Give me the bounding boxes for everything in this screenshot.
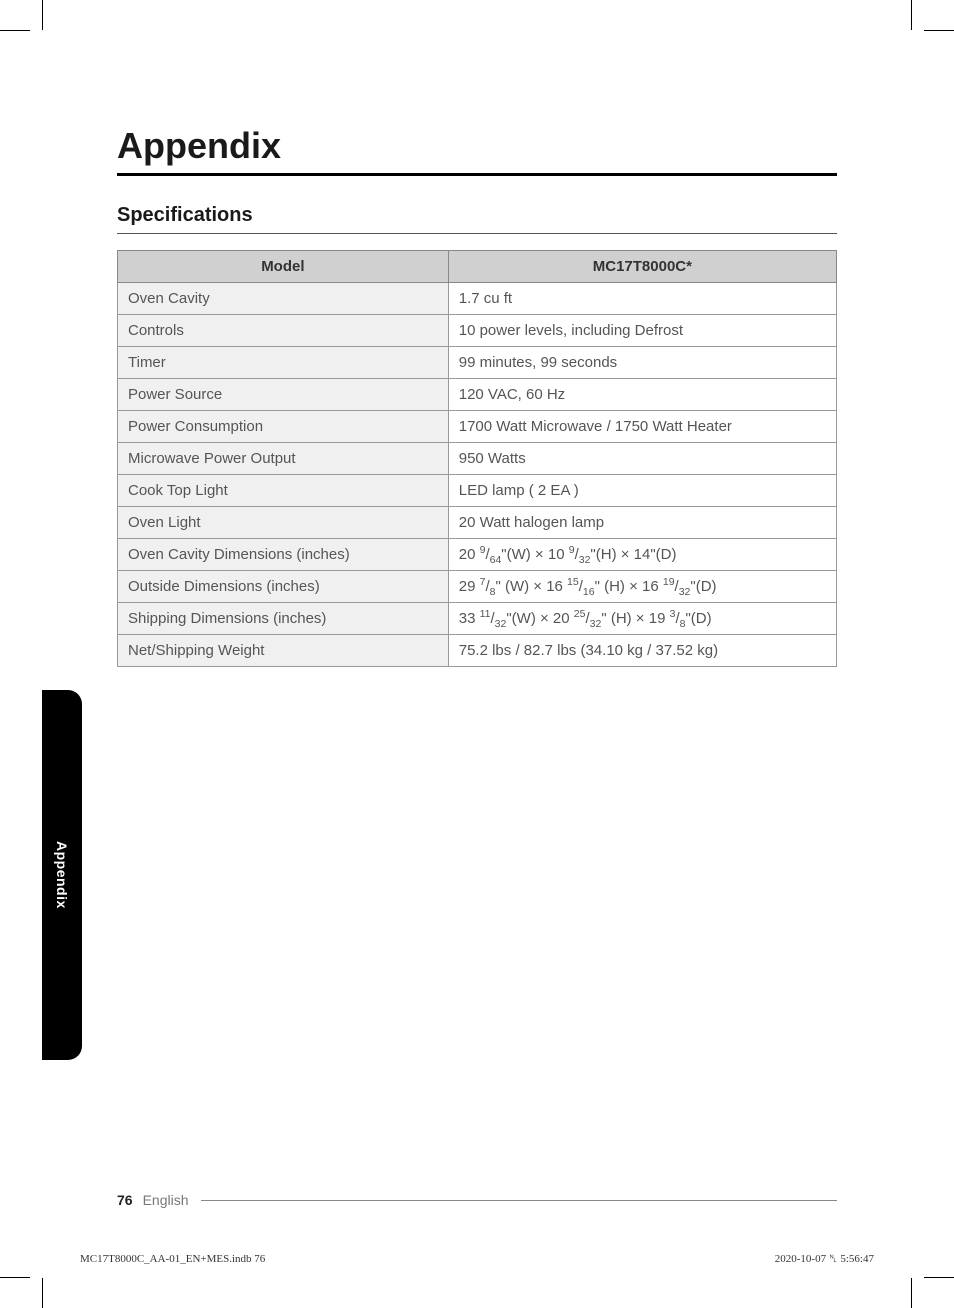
spec-label: Power Source — [118, 379, 449, 411]
table-row: Net/Shipping Weight75.2 lbs / 82.7 lbs (… — [118, 635, 837, 667]
page-title: Appendix — [117, 125, 837, 176]
table-row: Power Consumption1700 Watt Microwave / 1… — [118, 411, 837, 443]
table-row: Oven Cavity1.7 cu ft — [118, 283, 837, 315]
table-header-model: Model — [118, 251, 449, 283]
table-row: Power Source120 VAC, 60 Hz — [118, 379, 837, 411]
table-row: Shipping Dimensions (inches)33 11/32"(W)… — [118, 603, 837, 635]
spec-value: 1700 Watt Microwave / 1750 Watt Heater — [448, 411, 836, 443]
side-tab-appendix: Appendix — [42, 690, 82, 1060]
table-row: Outside Dimensions (inches)29 7/8" (W) ×… — [118, 571, 837, 603]
spec-label: Net/Shipping Weight — [118, 635, 449, 667]
spec-value: 75.2 lbs / 82.7 lbs (34.10 kg / 37.52 kg… — [448, 635, 836, 667]
footer-rule — [201, 1200, 838, 1201]
spec-value: 1.7 cu ft — [448, 283, 836, 315]
spec-label: Timer — [118, 347, 449, 379]
spec-label: Outside Dimensions (inches) — [118, 571, 449, 603]
spec-label: Oven Cavity — [118, 283, 449, 315]
spec-label: Controls — [118, 315, 449, 347]
spec-value: 120 VAC, 60 Hz — [448, 379, 836, 411]
crop-mark — [924, 1277, 954, 1278]
side-tab-label: Appendix — [54, 841, 70, 909]
crop-mark — [911, 0, 912, 30]
spec-value: LED lamp ( 2 EA ) — [448, 475, 836, 507]
table-header-value: MC17T8000C* — [448, 251, 836, 283]
spec-value: 29 7/8" (W) × 16 15/16" (H) × 16 19/32"(… — [448, 571, 836, 603]
page-number: 76 — [117, 1192, 133, 1208]
crop-mark — [0, 1277, 30, 1278]
section-title: Specifications — [117, 204, 837, 234]
crop-mark — [0, 30, 30, 31]
spec-value: 10 power levels, including Defrost — [448, 315, 836, 347]
specifications-table: Model MC17T8000C* Oven Cavity1.7 cu ftCo… — [117, 250, 837, 667]
spec-value: 99 minutes, 99 seconds — [448, 347, 836, 379]
spec-label: Oven Light — [118, 507, 449, 539]
table-row: Timer99 minutes, 99 seconds — [118, 347, 837, 379]
crop-mark — [911, 1278, 912, 1308]
page-content: Appendix Specifications Model MC17T8000C… — [42, 30, 912, 1278]
page-footer: 76 English — [117, 1192, 837, 1208]
table-row: Oven Cavity Dimensions (inches)20 9/64"(… — [118, 539, 837, 571]
print-timestamp: 2020-10-07 ␤ 5:56:47 — [775, 1253, 874, 1266]
crop-mark — [42, 1278, 43, 1308]
crop-mark — [924, 30, 954, 31]
print-file: MC17T8000C_AA-01_EN+MES.indb 76 — [80, 1253, 265, 1266]
table-row: Microwave Power Output950 Watts — [118, 443, 837, 475]
print-metadata: MC17T8000C_AA-01_EN+MES.indb 76 2020-10-… — [80, 1253, 874, 1266]
spec-label: Power Consumption — [118, 411, 449, 443]
table-row: Cook Top LightLED lamp ( 2 EA ) — [118, 475, 837, 507]
spec-value: 950 Watts — [448, 443, 836, 475]
table-row: Oven Light20 Watt halogen lamp — [118, 507, 837, 539]
spec-label: Cook Top Light — [118, 475, 449, 507]
spec-value: 33 11/32"(W) × 20 25/32" (H) × 19 3/8"(D… — [448, 603, 836, 635]
crop-mark — [42, 0, 43, 30]
spec-value: 20 Watt halogen lamp — [448, 507, 836, 539]
table-row: Controls10 power levels, including Defro… — [118, 315, 837, 347]
spec-label: Shipping Dimensions (inches) — [118, 603, 449, 635]
footer-language: English — [143, 1192, 189, 1208]
table-header-row: Model MC17T8000C* — [118, 251, 837, 283]
spec-value: 20 9/64"(W) × 10 9/32"(H) × 14"(D) — [448, 539, 836, 571]
spec-label: Oven Cavity Dimensions (inches) — [118, 539, 449, 571]
spec-label: Microwave Power Output — [118, 443, 449, 475]
